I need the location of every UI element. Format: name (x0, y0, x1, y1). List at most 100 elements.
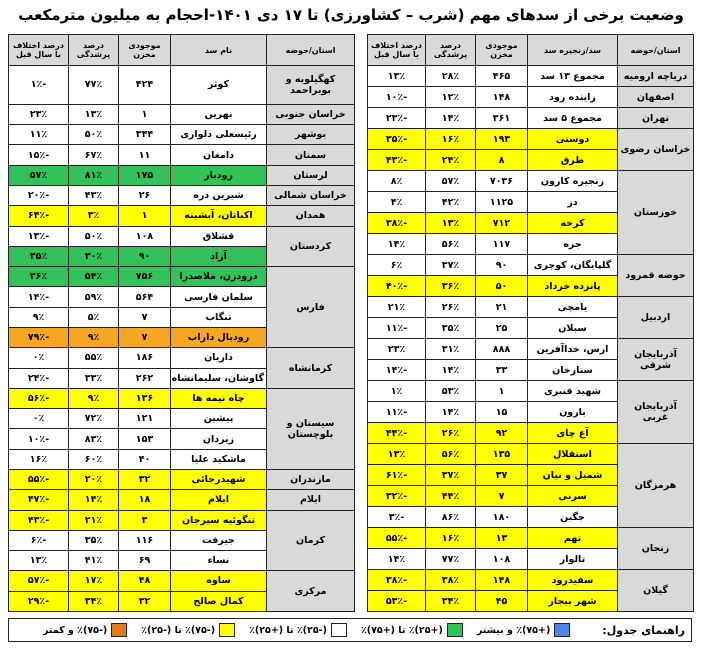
data-cell: جره (527, 233, 618, 255)
data-cell: ۱۳ (475, 527, 528, 549)
data-cell: ۳۷٪ (425, 464, 476, 486)
data-cell: ۱۳٪ (367, 65, 426, 87)
data-cell: ۱۸۶ (118, 347, 171, 369)
data-cell: طرق (527, 149, 618, 171)
province-cell: خراسان جنوبی (266, 103, 355, 126)
data-cell: کوثر (170, 65, 267, 105)
header-cell: استان/حوضه (617, 34, 694, 66)
data-cell: -۲۳٪ (367, 107, 426, 129)
data-cell: -۱۰٪ (367, 86, 426, 108)
data-cell: ۵۴٪ (68, 266, 119, 288)
data-cell: -۴۷٪ (8, 489, 69, 511)
data-cell: زاینده رود (527, 86, 618, 108)
data-cell: -۳۸٪ (367, 569, 426, 591)
province-cell: فارس (266, 266, 355, 349)
data-cell: نهرین (170, 103, 267, 126)
data-cell: رودبار (170, 164, 267, 187)
dam-row: سرنی ۷ ۴۴٪ -۳۲٪ (367, 485, 694, 507)
data-cell: ۷۵۶ (118, 266, 171, 288)
province-cell: هرمزگان (617, 443, 694, 528)
data-cell: ۱۴٪ (367, 233, 426, 255)
header-row: استان/حوضه نام سد موجودی مخزن درصد پرشدگی در… (8, 34, 355, 66)
dam-row: آذربایجان غربی شهید قنبری ۱ ۵۳٪ ۱٪ (367, 380, 694, 444)
data-cell: -۴۳٪ (8, 509, 69, 531)
dam-row: پیشین ۱۲۱ ۷۲٪ ۰٪ (8, 408, 355, 430)
data-cell: ۸۸۸ (475, 338, 528, 360)
data-cell: ۴۲۴ (118, 65, 171, 105)
data-cell: ۹٪ (68, 387, 119, 410)
dam-row: تهران مجموع ۵ سد ۳۶۱ ۱۴٪ -۲۳٪ (367, 107, 694, 129)
data-cell: نساء (170, 550, 267, 572)
province-cell: کرمانشاه (266, 347, 355, 389)
header-cell: درصد پرشدگی (425, 34, 476, 66)
data-cell: -۱۱٪ (367, 317, 426, 339)
data-cell: ۲۱٪ (68, 509, 119, 531)
dam-row: ایلام ایلام ۱۸ ۱۴٪ -۴۷٪ (8, 489, 355, 511)
dam-row: ستارخان ۳۳ ۱۴٪ -۱۴٪ (367, 359, 694, 381)
data-cell: سبلان (527, 317, 618, 339)
data-cell: ۲۵ (475, 317, 528, 339)
data-cell: ۱۴٪ (68, 489, 119, 511)
data-cell: ۵٪ (68, 306, 119, 328)
data-cell: -۵۷٪ (8, 570, 69, 592)
header-cell: موجودی مخزن (118, 34, 171, 66)
data-cell: ۷ (118, 306, 171, 328)
province-cell: حوضه قمرود (617, 254, 694, 297)
data-cell: ایلام (170, 489, 267, 511)
data-cell: ۹۰ (475, 254, 528, 276)
data-cell: ۲۶٪ (425, 422, 476, 444)
header-cell: درصد اختلاف با سال قبل (8, 34, 69, 66)
data-cell: ۰٪ (8, 347, 69, 369)
data-cell: ۳۰٪ (68, 245, 119, 268)
data-cell: ۲۳٪ (8, 103, 69, 126)
province-cell: ایلام (266, 489, 355, 511)
dam-row: رودبال داراب ۷ ۹٪ -۷۹٪ (8, 326, 355, 349)
data-cell: -۳۸٪ (367, 212, 426, 234)
data-cell: ۳۳٪ (68, 367, 119, 389)
data-cell: ۳۷٪ (425, 254, 476, 276)
data-cell: ۵۰٪ (68, 225, 119, 247)
data-cell: -۴۰٪ (367, 275, 426, 297)
data-cell: سرنی (527, 485, 618, 507)
data-cell: ۴۲٪ (425, 191, 476, 213)
dam-row: کهگیلویه و بویراحمد کوثر ۴۲۴ ۷۷٪ -۱٪ (8, 65, 355, 105)
data-cell: جگین (527, 506, 618, 528)
dam-row: کرخه ۷۱۲ ۱۳٪ -۳۸٪ (367, 212, 694, 234)
header-cell: استان/حوضه (266, 34, 355, 66)
data-cell: ۳۵٪ (68, 529, 119, 552)
data-cell: ۳۴۴ (118, 124, 171, 146)
data-cell: ۳۵٪ (8, 245, 69, 268)
dam-row: سبلان ۲۵ ۳۵٪ -۱۱٪ (367, 317, 694, 339)
dam-row: گیلان سفیدرود ۱۴۸ ۳۸٪ -۳۸٪ (367, 569, 694, 612)
header-cell: موجودی مخزن (475, 34, 528, 66)
data-cell: ۳۴٪ (68, 590, 119, 613)
dam-table: استان/حوضه سد/زنجیره سد موجودی مخزن درصد پر… (367, 34, 694, 612)
dam-row: سیستان و بلوچستان چاه نیمه ها ۱۳۶ ۹٪ -۵۶٪ (8, 387, 355, 470)
data-cell: ۱۱۶ (118, 529, 171, 552)
dam-row: سمنان دامغان ۱۱ ۶۷٪ -۱۵٪ (8, 144, 355, 166)
data-cell: زنجیره کارون (527, 170, 618, 192)
data-cell: ۳۲ (118, 468, 171, 491)
data-cell: سلمان فارسی (170, 286, 267, 308)
data-cell: ۵۵٪ (68, 347, 119, 369)
data-cell: تهم (527, 527, 618, 549)
data-cell: پانزده خرداد (527, 275, 618, 297)
dam-row: شمیل و نیان ۳۷ ۳۷٪ -۶۱٪ (367, 464, 694, 486)
data-cell: ۵۳٪ (425, 380, 476, 402)
data-cell: ۱ (118, 205, 171, 227)
province-cell: اصفهان (617, 86, 694, 108)
data-cell: ۶٪ (367, 254, 426, 276)
legend-item: (-۲۵)٪ تا (+۲۵)٪ (249, 623, 347, 637)
dam-row: جره ۱۱۷ ۵۶٪ ۱۴٪ (367, 233, 694, 255)
province-cell: سمنان (266, 144, 355, 166)
data-cell: ۱۰۸ (118, 225, 171, 247)
data-cell: سفیدرود (527, 569, 618, 591)
data-cell: زیردان (170, 428, 267, 450)
province-cell: لرستان (266, 164, 355, 187)
data-cell: آزاد (170, 245, 267, 268)
dam-row: فارس درودزن، ملاصدرا ۷۵۶ ۵۴٪ ۳۶٪ (8, 266, 355, 349)
data-cell: ۱۹۳ (475, 128, 528, 150)
dam-row: شهر بیجار ۴۵ ۳۴٪ -۵۳٪ (367, 590, 694, 612)
data-cell: -۱۵٪ (8, 144, 69, 166)
data-cell: ۱٪ (367, 380, 426, 402)
